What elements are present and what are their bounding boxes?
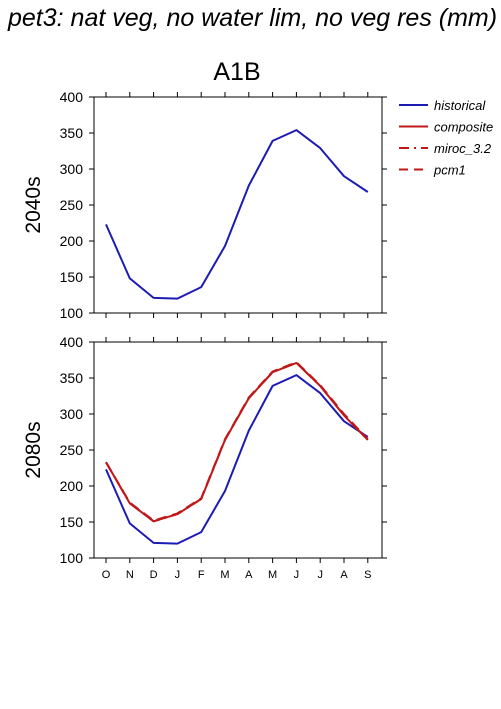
month-label: J — [317, 569, 323, 581]
legend-label-miroc_3.2: miroc_3.2 — [434, 141, 492, 156]
plot-frame — [93, 96, 383, 314]
series-line-historical — [105, 129, 369, 300]
y-tick-label: 350 — [60, 125, 84, 141]
series-line-pcm1 — [105, 361, 369, 522]
y-tick-label: 200 — [60, 233, 84, 249]
y-tick-label: 250 — [60, 197, 84, 213]
y-tick-label: 150 — [60, 269, 84, 285]
month-label: J — [294, 569, 300, 581]
month-label: S — [364, 569, 371, 581]
y-tick-label: 300 — [60, 406, 84, 422]
panel-label: 2080s — [22, 421, 45, 478]
chart-panels: 100 150 200 250 300 350 400 2040s 100 150 200 250 30… — [22, 89, 387, 581]
legend-label-composite: composite — [434, 120, 493, 135]
panel-label: 2040s — [22, 176, 45, 233]
month-label: M — [268, 569, 277, 581]
month-label: A — [340, 569, 348, 581]
y-tick-label: 350 — [60, 370, 84, 386]
month-label: D — [150, 569, 158, 581]
y-tick-label: 150 — [60, 514, 84, 530]
y-tick-label: 400 — [60, 334, 84, 350]
y-tick-label: 100 — [60, 550, 84, 566]
month-label: F — [198, 569, 205, 581]
plot-frame — [93, 341, 383, 559]
legend: historical composite miroc_3.2 pcm1 — [399, 98, 493, 178]
y-tick-label: 400 — [60, 89, 84, 105]
month-label: N — [126, 569, 134, 581]
series-line-historical — [105, 374, 369, 545]
legend-label-historical: historical — [434, 98, 486, 113]
y-tick-label: 250 — [60, 442, 84, 458]
scenario-title: A1B — [213, 58, 260, 86]
figure-title: pet3: nat veg, no water lim, no veg res … — [8, 4, 498, 32]
panel-2040s: 100 150 200 250 300 350 400 2040s — [22, 89, 387, 321]
y-tick-label: 300 — [60, 161, 84, 177]
series-line-miroc_3.2 — [105, 361, 369, 523]
month-label: O — [102, 569, 111, 581]
panel-2080s: 100 150 200 250 300 350 400 O N D J F M A M J J A S 2080s — [22, 334, 387, 581]
y-tick-label: 200 — [60, 478, 84, 494]
month-label: J — [175, 569, 181, 581]
month-label: M — [220, 569, 229, 581]
legend-label-pcm1: pcm1 — [433, 163, 466, 178]
y-tick-label: 100 — [60, 305, 84, 321]
series-line-composite — [105, 361, 369, 523]
month-label: A — [245, 569, 253, 581]
